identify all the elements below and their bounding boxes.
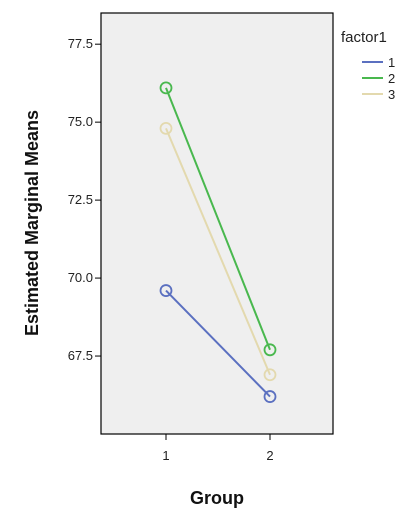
legend-label-3: 3 (388, 87, 395, 102)
series-line-3 (165, 127, 271, 376)
plot-area (100, 12, 334, 435)
plot-frame (100, 12, 334, 435)
data-point-1-1 (159, 284, 173, 297)
y-axis-title: Estimated Marginal Means (22, 110, 42, 336)
axes: 67.5 70.0 72.5 75.0 77.5 1 2 (68, 36, 274, 463)
series-line-1 (165, 289, 271, 398)
series-line-2 (165, 87, 271, 351)
data-point-3-2 (263, 368, 277, 382)
x-tick-label: 1 (162, 448, 169, 463)
x-axis-title: Group (190, 488, 244, 508)
legend-label-2: 2 (388, 71, 395, 86)
data-point-2-1 (159, 81, 173, 95)
data-point-2-2 (263, 343, 277, 357)
y-tick-label: 75.0 (68, 114, 93, 129)
y-tick-label: 70.0 (68, 270, 93, 285)
y-tick-label: 72.5 (68, 192, 93, 207)
data-point-1-2 (263, 390, 277, 403)
legend-label-1: 1 (388, 55, 395, 70)
y-tick-label: 67.5 (68, 348, 93, 363)
data-point-3-1 (159, 121, 173, 135)
x-tick-label: 2 (266, 448, 273, 463)
legend: factor1 123 (341, 29, 395, 102)
y-tick-label: 77.5 (68, 36, 93, 51)
legend-title: factor1 (341, 29, 387, 46)
